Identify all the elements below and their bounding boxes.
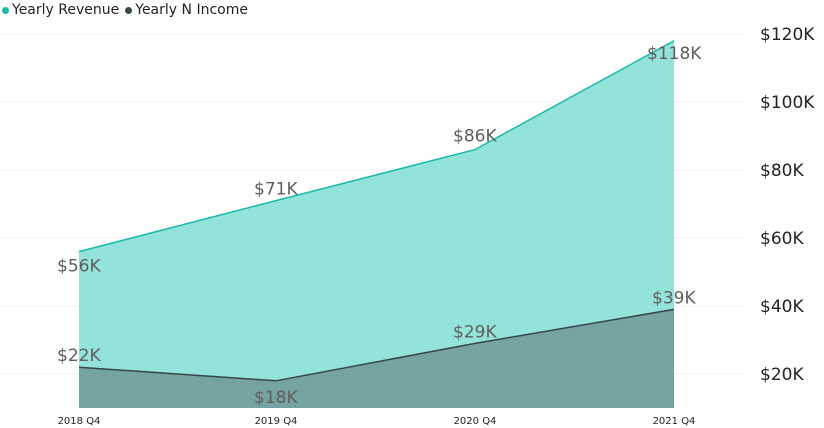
legend-marker-income — [125, 6, 133, 14]
legend-item-revenue[interactable]: Yearly Revenue — [2, 2, 119, 18]
x-tick-label-0: 2018 Q4 — [58, 416, 101, 427]
y-tick-label-5: $120K — [760, 25, 815, 45]
data-label-revenue-0: $56K — [57, 257, 101, 277]
y-tick-label-1: $40K — [760, 297, 804, 317]
data-label-income-1: $18K — [254, 388, 298, 408]
data-label-income-2: $29K — [453, 322, 497, 342]
y-tick-label-4: $100K — [760, 93, 815, 113]
x-tick-label-2: 2020 Q4 — [454, 416, 497, 427]
legend-label-revenue: Yearly Revenue — [12, 2, 120, 18]
data-label-revenue-2: $86K — [453, 127, 497, 147]
legend-marker-revenue — [2, 6, 9, 14]
y-tick-label-0: $20K — [760, 365, 804, 385]
y-tick-label-3: $80K — [760, 161, 804, 181]
legend: Yearly Revenue Yearly N Income — [2, 2, 254, 18]
x-tick-label-1: 2019 Q4 — [255, 416, 298, 427]
area-income — [79, 309, 674, 408]
data-label-income-0: $22K — [57, 346, 101, 366]
x-tick-label-3: 2021 Q4 — [653, 416, 696, 427]
legend-label-income: Yearly N Income — [135, 2, 248, 18]
y-tick-label-2: $60K — [760, 229, 804, 249]
legend-item-income[interactable]: Yearly N Income — [125, 2, 248, 18]
line-income — [78, 308, 675, 382]
data-label-income-3: $39K — [652, 288, 696, 308]
line-revenue — [78, 40, 675, 253]
area-revenue — [79, 40, 674, 409]
data-label-revenue-1: $71K — [254, 180, 298, 200]
data-label-revenue-3: $118K — [647, 44, 702, 64]
